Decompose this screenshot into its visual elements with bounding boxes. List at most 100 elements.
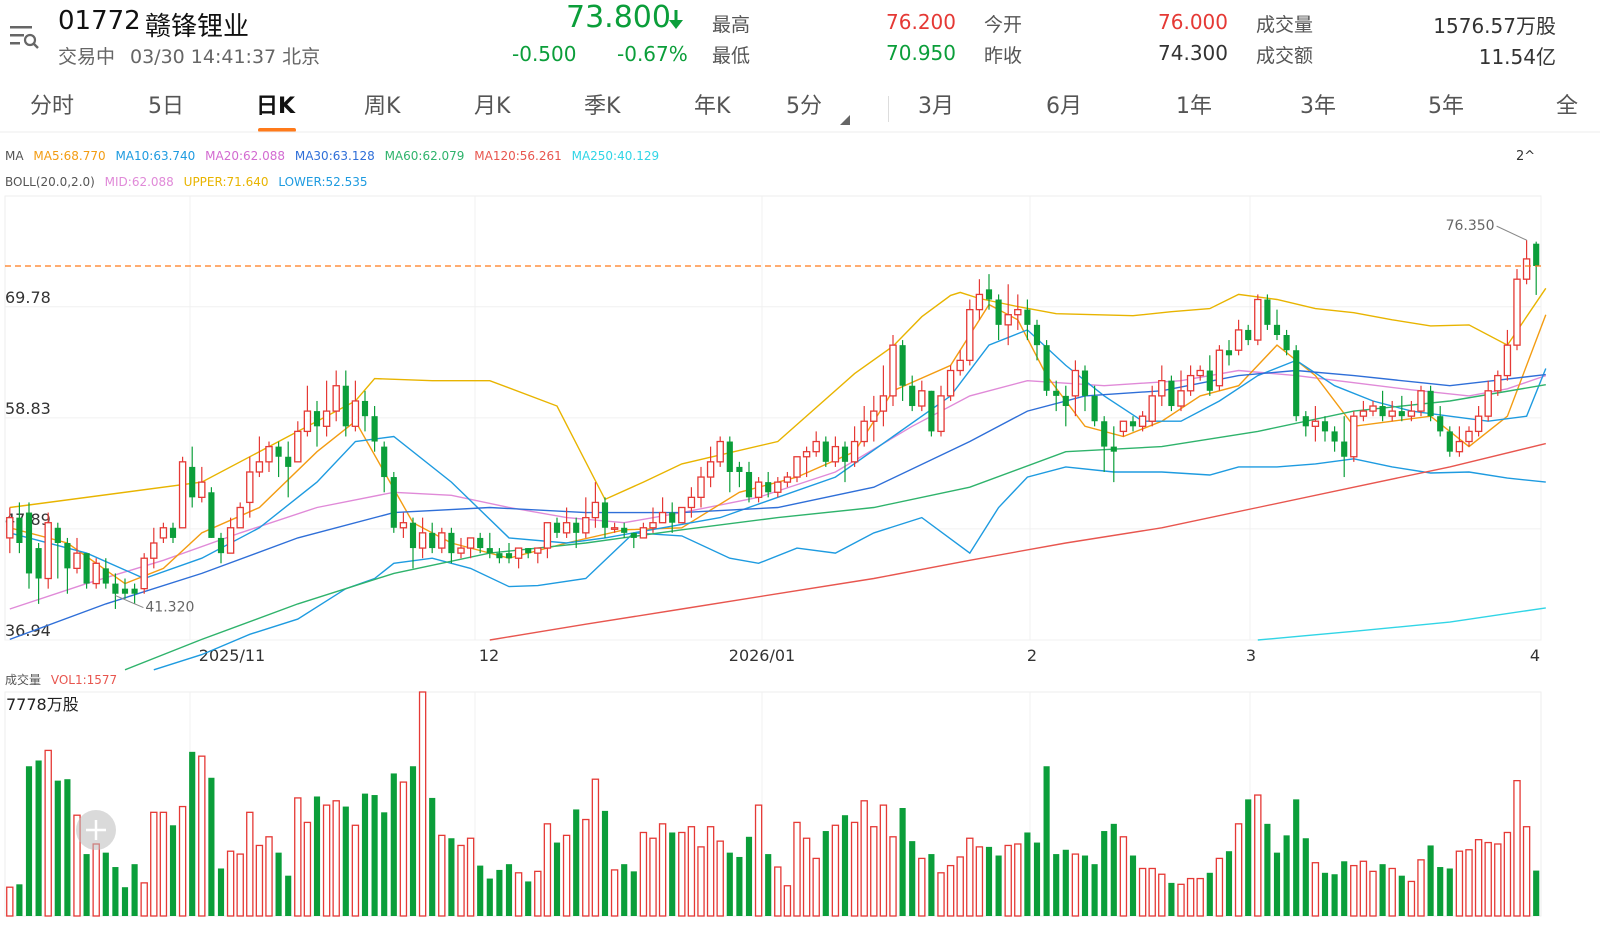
- candles: [6, 240, 1540, 609]
- candle-body-up: [937, 395, 945, 433]
- volume-bar-up: [1196, 877, 1204, 917]
- candle-body-up: [678, 506, 686, 524]
- volume-bar-up: [870, 826, 878, 917]
- tab-5day[interactable]: 5日: [148, 94, 184, 119]
- volume-bar-up: [1388, 867, 1396, 917]
- volume-bar-up: [265, 836, 273, 917]
- line-lower: [153, 458, 1546, 671]
- candle-body-down: [1331, 431, 1338, 442]
- volume-bar-down: [1110, 823, 1117, 916]
- volume-bar-down: [1129, 855, 1137, 916]
- tab-intraday[interactable]: 分时: [30, 94, 75, 119]
- candle-body-down: [1437, 416, 1444, 432]
- volume-bar-down: [25, 766, 33, 916]
- volume-bar-down: [1302, 838, 1309, 916]
- volume-bar-up: [678, 831, 686, 917]
- volume-bar-down: [496, 869, 503, 916]
- volume-max-label: 7778万股: [6, 695, 79, 714]
- line-mid: [9, 369, 1547, 610]
- volume-bar-up: [1177, 883, 1185, 917]
- price-change-pct: -0.67%: [617, 42, 688, 66]
- tab-weekly-k[interactable]: 周K: [364, 94, 401, 119]
- line-ma10: [9, 329, 1547, 580]
- volume-bar-up: [322, 804, 331, 917]
- candle-body-up: [534, 547, 542, 554]
- candle-body-up: [1071, 369, 1080, 397]
- volume-bar-up: [687, 826, 696, 917]
- tab-5min[interactable]: 5分: [786, 94, 822, 119]
- volume-bar-down: [985, 846, 993, 916]
- candle-body-down: [1062, 395, 1069, 407]
- tab-all[interactable]: 全: [1556, 94, 1579, 119]
- scale-toggle[interactable]: 2^: [1516, 149, 1535, 164]
- volume-bar-down: [1062, 849, 1069, 916]
- candle-body-down: [189, 466, 196, 498]
- max-annotation-leader: [1496, 225, 1527, 241]
- candle-body-up: [399, 522, 408, 529]
- min-annotation-leader: [115, 595, 144, 609]
- menu-search-icon[interactable]: [8, 22, 40, 52]
- tab-3month[interactable]: 3月: [918, 94, 954, 119]
- quote-header: 01772 赣锋锂业 交易中 03/30 14:41:37 北京 73.800 …: [0, 0, 1600, 80]
- candle-body-down: [1293, 350, 1300, 417]
- candle-body-down: [25, 512, 33, 574]
- volume-bar-down: [1321, 872, 1329, 916]
- volume-bar-down: [928, 854, 935, 916]
- price-down-arrow-icon: [668, 8, 684, 34]
- quote-open-value: 76.000: [1158, 10, 1228, 34]
- volume-bar-down: [1091, 864, 1098, 916]
- boll-indicator-line: BOLL(20.0,2.0) MID:62.088 UPPER:71.640 L…: [5, 175, 367, 189]
- candle-body-up: [812, 440, 820, 453]
- add-indicator-button[interactable]: [76, 810, 116, 850]
- volume-bar-down: [121, 887, 129, 916]
- quote-open-label: 今开: [984, 14, 1023, 36]
- tab-6month[interactable]: 6月: [1046, 94, 1082, 119]
- candle-body-down: [102, 568, 109, 584]
- volume-bar-up: [73, 814, 81, 917]
- volume-bar-down: [429, 797, 436, 916]
- volume-bar-down: [995, 855, 1002, 916]
- date-tick-label: 3: [1246, 646, 1256, 665]
- trade-datetime: 03/30 14:41:37 北京: [130, 46, 321, 68]
- quote-high-label: 最高: [712, 14, 751, 36]
- volume-bar-down: [1446, 868, 1453, 916]
- tab-3year[interactable]: 3年: [1300, 94, 1336, 119]
- candle-body-up: [946, 369, 955, 397]
- tab-monthly-k[interactable]: 月K: [474, 94, 511, 119]
- candle-body-up: [975, 293, 984, 311]
- ma5-value: MA5:68.770: [33, 149, 105, 163]
- candle-body-up: [783, 476, 792, 483]
- candle-body-down: [131, 588, 138, 594]
- candle-body-down: [35, 548, 42, 579]
- volume-bar-down: [54, 780, 61, 916]
- tab-yearly-k[interactable]: 年K: [694, 94, 731, 119]
- candle-body-up: [159, 527, 168, 539]
- volume-bar-up: [1119, 836, 1128, 917]
- volume-bar-down: [285, 875, 292, 916]
- tab-5year[interactable]: 5年: [1428, 94, 1464, 119]
- tab-daily-k[interactable]: 日K: [256, 94, 296, 119]
- volume-bar-up: [1359, 860, 1368, 917]
- candle-body-up: [591, 501, 600, 519]
- dropdown-triangle-icon[interactable]: [840, 106, 850, 131]
- candle-body-down: [621, 527, 628, 533]
- volume-bar-up: [543, 823, 552, 917]
- candle-body-down: [1033, 324, 1041, 346]
- volume-bar-down: [1024, 832, 1031, 916]
- volume-bar-up: [697, 846, 705, 917]
- candle-body-up: [1350, 415, 1358, 458]
- volume-bar-down: [1273, 852, 1281, 916]
- ma30-value: MA30:63.128: [295, 149, 375, 163]
- volume-bar-down: [313, 796, 321, 916]
- price-tick-label: 36.94: [5, 621, 51, 640]
- candle-body-up: [1196, 369, 1204, 377]
- volume-bar-down: [35, 760, 42, 916]
- tab-1year[interactable]: 1年: [1176, 94, 1212, 119]
- tab-quarterly-k[interactable]: 季K: [584, 94, 621, 119]
- volume-bar-down: [208, 777, 215, 916]
- candle-body-down: [1273, 324, 1281, 336]
- volume-bar-up: [246, 811, 254, 917]
- volume-bar-up: [226, 850, 235, 917]
- candle-body-up: [514, 547, 523, 559]
